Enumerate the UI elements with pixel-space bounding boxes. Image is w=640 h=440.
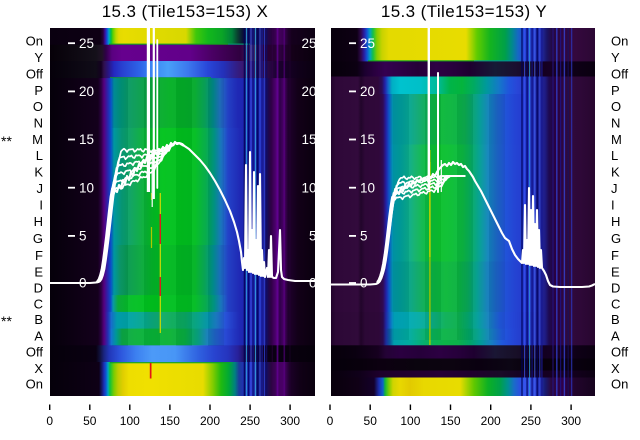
svg-text:15: 15 [301,132,316,147]
svg-text:0: 0 [327,414,334,428]
svg-text:I: I [611,198,615,213]
svg-text:5: 5 [79,229,87,244]
svg-text:Off: Off [611,344,628,359]
svg-text:On: On [26,34,43,49]
svg-text:Off: Off [26,67,43,82]
svg-text:I: I [39,198,43,213]
svg-text:N: N [34,116,43,131]
svg-text:150: 150 [440,414,460,428]
svg-text:0: 0 [46,414,53,428]
svg-text:P: P [611,83,620,98]
svg-text:On: On [611,377,628,392]
svg-text:100: 100 [400,414,420,428]
svg-text:E: E [34,264,43,279]
svg-text:O: O [611,99,621,114]
svg-text:H: H [611,214,620,229]
svg-text:15: 15 [79,132,94,147]
svg-text:X: X [611,361,620,376]
svg-text:J: J [611,181,618,196]
svg-text:300: 300 [280,414,300,428]
svg-text:G: G [33,231,43,246]
svg-text:150: 150 [160,414,180,428]
svg-text:**: ** [1,313,12,329]
svg-text:20: 20 [301,84,316,99]
svg-text:M: M [32,132,43,147]
svg-text:15: 15 [360,132,375,147]
svg-text:100: 100 [120,414,140,428]
svg-text:25: 25 [360,36,375,51]
svg-text:50: 50 [364,414,378,428]
svg-text:Y: Y [34,50,43,65]
svg-text:G: G [611,231,621,246]
svg-text:20: 20 [360,84,375,99]
svg-text:D: D [611,280,620,295]
svg-text:D: D [34,280,43,295]
svg-text:On: On [611,34,628,49]
svg-text:K: K [34,165,43,180]
svg-text:250: 250 [521,414,541,428]
svg-text:10: 10 [79,180,94,195]
svg-text:F: F [35,248,43,263]
svg-text:5: 5 [360,229,368,244]
svg-text:50: 50 [83,414,97,428]
svg-text:0: 0 [79,276,87,291]
svg-text:N: N [611,116,620,131]
svg-text:**: ** [1,133,12,149]
svg-text:L: L [611,148,618,163]
svg-text:B: B [34,312,43,327]
svg-text:25: 25 [79,36,94,51]
svg-text:O: O [33,99,43,114]
svg-text:On: On [26,377,43,392]
svg-text:Off: Off [611,67,628,82]
svg-text:B: B [611,312,620,327]
svg-text:H: H [34,214,43,229]
svg-text:X: X [34,361,43,376]
svg-text:200: 200 [481,414,501,428]
svg-text:L: L [36,148,43,163]
svg-text:10: 10 [301,180,316,195]
svg-text:10: 10 [360,180,375,195]
svg-text:20: 20 [79,84,94,99]
svg-text:P: P [34,83,43,98]
svg-text:J: J [37,181,44,196]
svg-text:250: 250 [240,414,260,428]
svg-text:300: 300 [561,414,581,428]
svg-text:15.3 (Tile153=153) X: 15.3 (Tile153=153) X [102,2,269,21]
svg-text:Y: Y [611,50,620,65]
svg-text:15.3 (Tile153=153) Y: 15.3 (Tile153=153) Y [381,2,547,21]
svg-text:0: 0 [360,276,368,291]
svg-text:M: M [611,132,622,147]
svg-text:0: 0 [309,276,317,291]
svg-text:A: A [34,328,43,343]
svg-text:E: E [611,264,620,279]
svg-text:K: K [611,165,620,180]
svg-text:5: 5 [309,229,317,244]
svg-text:C: C [611,296,620,311]
svg-text:F: F [611,248,619,263]
svg-text:A: A [611,328,620,343]
svg-text:Off: Off [26,344,43,359]
svg-text:C: C [34,296,43,311]
svg-text:25: 25 [301,36,316,51]
svg-text:200: 200 [200,414,220,428]
